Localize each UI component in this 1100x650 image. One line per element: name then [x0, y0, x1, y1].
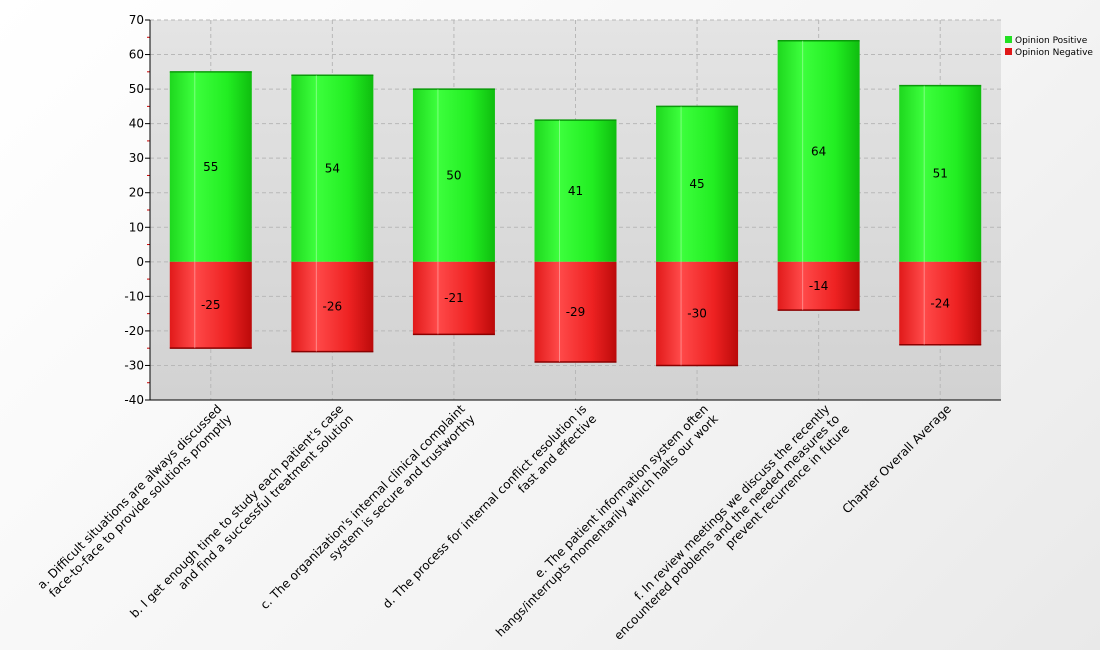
- bars: [169, 39, 982, 367]
- y-tick-label: 30: [129, 151, 144, 165]
- bar-positive: [899, 85, 982, 262]
- data-label: 50: [446, 168, 461, 182]
- y-tick-label: -30: [124, 358, 144, 372]
- bar-negative: [169, 261, 252, 349]
- x-category-label: Chapter Overall Average: [840, 402, 954, 516]
- y-tick-label: 60: [129, 48, 144, 62]
- bar-positive: [291, 75, 374, 262]
- data-label: 54: [325, 162, 340, 176]
- bar-negative: [291, 261, 374, 352]
- legend-label: Opinion Positive: [1015, 36, 1088, 46]
- bar-positive: [169, 71, 252, 262]
- data-label: -26: [323, 300, 343, 314]
- y-tick-label: 20: [129, 186, 144, 200]
- y-tick-label: -10: [124, 289, 144, 303]
- data-label: -21: [444, 291, 464, 305]
- y-tick-label: 0: [136, 255, 144, 269]
- bar-negative: [534, 261, 617, 362]
- x-category-label-line: face-to-face to provide solutions prompt…: [46, 412, 234, 600]
- y-tick-label: 70: [129, 13, 144, 27]
- data-label: 55: [203, 160, 218, 174]
- bar-negative: [777, 261, 860, 311]
- bar-positive: [412, 89, 495, 262]
- x-category-label: f. In review meetings we discuss the rec…: [611, 402, 852, 643]
- x-category-label: c. The organization's internal clinical …: [258, 402, 478, 612]
- x-category-label-line: b. I get enough time to study each patie…: [127, 402, 346, 621]
- bar-positive: [656, 106, 739, 262]
- data-label: 41: [568, 184, 583, 198]
- data-label: 51: [933, 167, 948, 181]
- legend-label: Opinion Negative: [1015, 48, 1093, 58]
- x-category-label: e. The patient information system oftenh…: [493, 402, 721, 640]
- axes: -40 -30 -20 -10 0 10 20 30 40 50 60 70: [124, 13, 1001, 407]
- bar-negative: [412, 261, 495, 335]
- data-label: 45: [689, 177, 704, 191]
- y-tick-label: 40: [129, 117, 144, 131]
- y-tick-label: 10: [129, 220, 144, 234]
- bar-positive: [777, 40, 860, 262]
- legend-swatch: [1005, 48, 1012, 55]
- x-category-label: d. The process for internal conflict res…: [380, 402, 599, 611]
- x-category-label-line: encountered problems and the needed meas…: [611, 412, 842, 643]
- bar-positive: [534, 120, 617, 262]
- data-label: -30: [687, 307, 707, 321]
- data-label: -29: [566, 305, 586, 319]
- x-category-label-line: f. In review meetings we discuss the rec…: [631, 402, 832, 603]
- data-label: 64: [811, 144, 826, 158]
- x-category-label-line: c. The organization's internal clinical …: [258, 402, 468, 612]
- x-category-label-line: Chapter Overall Average: [840, 402, 954, 516]
- y-tick-label: 50: [129, 82, 144, 96]
- data-label: -25: [201, 298, 221, 312]
- bar-negative: [899, 261, 982, 345]
- x-category-label: b. I get enough time to study each patie…: [127, 402, 356, 621]
- y-tick-label: -20: [124, 324, 144, 338]
- y-tick-label: -40: [124, 393, 144, 407]
- legend-swatch: [1005, 36, 1012, 43]
- data-label: -24: [930, 296, 950, 310]
- legend: Opinion Positive Opinion Negative: [1005, 36, 1093, 58]
- x-category-label-line: hangs/interrupts momentarily which halts…: [493, 412, 721, 640]
- data-label: -14: [809, 279, 829, 293]
- bar-negative: [656, 261, 739, 366]
